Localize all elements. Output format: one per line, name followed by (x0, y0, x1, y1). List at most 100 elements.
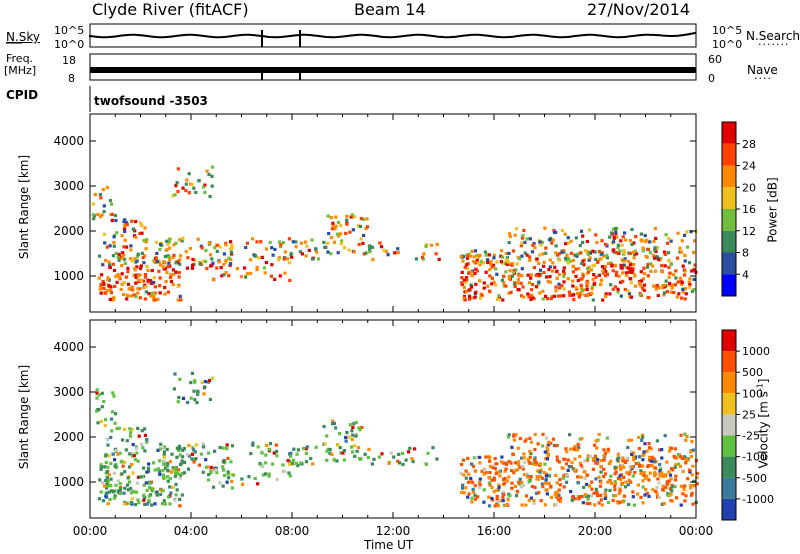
velocity-cell (240, 477, 244, 481)
velocity-cell (159, 488, 163, 492)
velocity-cell (675, 496, 679, 500)
velocity-cell (413, 447, 417, 451)
power-cell (358, 224, 363, 228)
power-cell (463, 265, 467, 269)
velocity-cell (615, 458, 619, 462)
power-cell (583, 249, 588, 253)
velocity-cell (546, 448, 550, 452)
velocity-cell (176, 448, 181, 452)
velocity-cell (591, 457, 595, 461)
power-cell (662, 293, 666, 297)
power-cell (563, 232, 567, 236)
power-cell (136, 274, 141, 278)
velocity-cell (484, 455, 488, 459)
velocity-cell (664, 485, 668, 489)
power-cell (289, 252, 293, 256)
velocity-cell (595, 461, 600, 465)
velocity-cell (517, 482, 521, 486)
power-cell (612, 240, 616, 244)
velocity-cell (471, 487, 475, 492)
velocity-cell (524, 503, 528, 507)
power-cell (473, 271, 477, 276)
power-cell (586, 266, 590, 270)
power-cell (664, 279, 668, 283)
power-cell (641, 277, 645, 281)
power-cell (378, 241, 382, 245)
velocity-cell (583, 477, 587, 481)
power-cell (166, 290, 170, 294)
power-cell (111, 262, 115, 266)
power-cell (336, 220, 341, 225)
velocity-cell (566, 458, 570, 462)
power-cell (382, 249, 386, 253)
power-cell (147, 292, 151, 296)
power-cell (605, 256, 609, 260)
velocity-cell (113, 464, 117, 468)
power-cell (139, 221, 143, 225)
velocity-cell (104, 492, 108, 496)
power-cell (574, 267, 578, 271)
power-cell (502, 274, 506, 278)
power-cell (365, 225, 370, 229)
velocity-cell (590, 487, 594, 491)
velocity-cell (103, 424, 107, 428)
power-cell (181, 236, 185, 240)
power-cell (630, 269, 634, 273)
power-cell (103, 241, 107, 245)
power-cbar-label-2: 12 (742, 225, 756, 238)
power-cell (299, 241, 303, 245)
power-cell (222, 273, 226, 277)
power-cell (633, 273, 637, 277)
power-cell (580, 293, 584, 297)
velocity-cell (606, 480, 610, 484)
power-cbar-seg-1 (722, 143, 736, 166)
power-cell (662, 283, 666, 287)
velocity-cell (575, 448, 579, 452)
power-cell (575, 291, 580, 295)
power-cell (551, 238, 555, 242)
power-cell (361, 241, 365, 245)
velocity-cell (621, 459, 625, 463)
velocity-cell (208, 397, 212, 401)
velocity-cell (175, 446, 179, 450)
velocity-cell (351, 450, 355, 454)
power-cell (622, 263, 626, 267)
power-cell (123, 238, 127, 242)
power-cell (224, 260, 228, 264)
velocity-cell (168, 502, 172, 506)
power-cell (329, 216, 333, 220)
power-cell (171, 194, 175, 198)
power-cell (163, 267, 168, 271)
velocity-cell (133, 458, 138, 462)
velocity-cell (302, 446, 306, 451)
velocity-cell (689, 450, 693, 454)
power-cell (351, 228, 355, 232)
velocity-cell (684, 457, 688, 461)
velocity-cell (630, 450, 634, 454)
power-cell (553, 265, 557, 269)
power-cell (129, 244, 133, 248)
velocity-cell (679, 503, 683, 507)
power-cell (475, 258, 479, 262)
velocity-cell (123, 486, 127, 490)
velocity-cell (470, 496, 474, 500)
velocity-cell (541, 485, 545, 489)
velocity-cell (648, 471, 652, 475)
velocity-cell (488, 464, 493, 468)
velocity-cell (328, 448, 332, 452)
power-cell (255, 268, 259, 272)
velocity-cell (106, 484, 110, 488)
power-cell (113, 213, 118, 218)
velocity-cell (643, 442, 647, 446)
velocity-ytick-label-2: 3000 (53, 385, 84, 399)
velocity-cell (512, 438, 516, 442)
velocity-cell (168, 460, 172, 464)
velocity-cell (116, 489, 121, 493)
velocity-cell (497, 483, 501, 487)
power-cell (624, 271, 628, 275)
power-cell (642, 266, 646, 270)
power-cell (141, 256, 145, 260)
power-cell (205, 266, 209, 271)
velocity-cell (466, 495, 470, 499)
power-cell (467, 294, 472, 298)
